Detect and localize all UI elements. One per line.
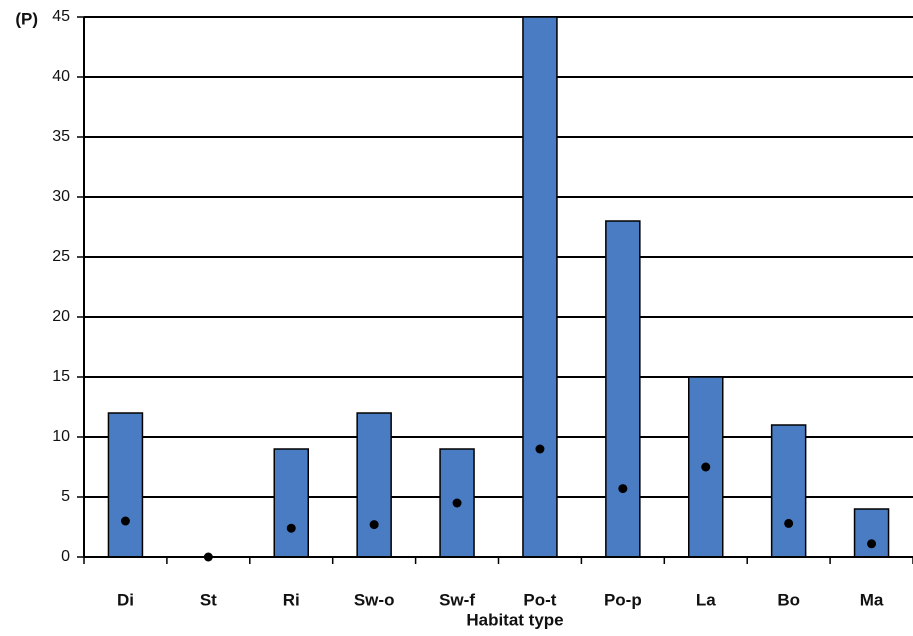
- bar-ma: [853, 508, 890, 558]
- points: [120, 444, 877, 562]
- point-ma: [867, 539, 877, 549]
- y-tick-label: 5: [61, 488, 70, 505]
- y-axis-title: (P): [15, 9, 38, 28]
- labels: (P) Habitat type 0 5 10 15 20 25 30 35 40 45 Di St R…: [15, 8, 884, 629]
- point-ri: [286, 523, 296, 533]
- category-label-ma: Ma: [860, 590, 884, 609]
- category-label-bo: Bo: [777, 590, 800, 609]
- point-di: [120, 516, 130, 526]
- y-tick-label: 25: [52, 248, 70, 265]
- y-tick-label: 35: [52, 128, 70, 145]
- bar-sw-o: [356, 412, 392, 558]
- bar-po-t: [522, 16, 558, 558]
- axes: [77, 16, 913, 564]
- point-po-t: [535, 444, 545, 454]
- y-tick-label: 40: [52, 68, 70, 85]
- bar-po-p: [605, 220, 641, 558]
- bar-sw-f: [439, 448, 475, 558]
- point-bo: [784, 518, 794, 528]
- bar-di: [107, 412, 144, 558]
- point-sw-f: [452, 498, 462, 508]
- y-tick-label: 20: [52, 308, 70, 325]
- y-tick-label: 45: [52, 8, 70, 25]
- category-label-di: Di: [117, 590, 134, 609]
- gridlines: [84, 16, 913, 498]
- category-label-ri: Ri: [283, 590, 300, 609]
- bars: [107, 16, 890, 558]
- category-label-po-t: Po-t: [523, 590, 556, 609]
- x-axis-title: Habitat type: [466, 610, 563, 629]
- bar-ri: [273, 448, 309, 558]
- category-label-sw-o: Sw-o: [354, 590, 395, 609]
- y-tick-label: 15: [52, 368, 70, 385]
- category-label-st: St: [200, 590, 217, 609]
- category-label-po-p: Po-p: [604, 590, 642, 609]
- category-label-sw-f: Sw-f: [439, 590, 475, 609]
- point-la: [701, 462, 711, 472]
- category-label-la: La: [696, 590, 716, 609]
- point-po-p: [618, 484, 628, 494]
- y-tick-label: 30: [52, 188, 70, 205]
- y-tick-label: 0: [61, 548, 70, 565]
- y-tick-label: 10: [52, 428, 70, 445]
- bar-bo: [770, 424, 807, 558]
- point-sw-o: [369, 520, 379, 530]
